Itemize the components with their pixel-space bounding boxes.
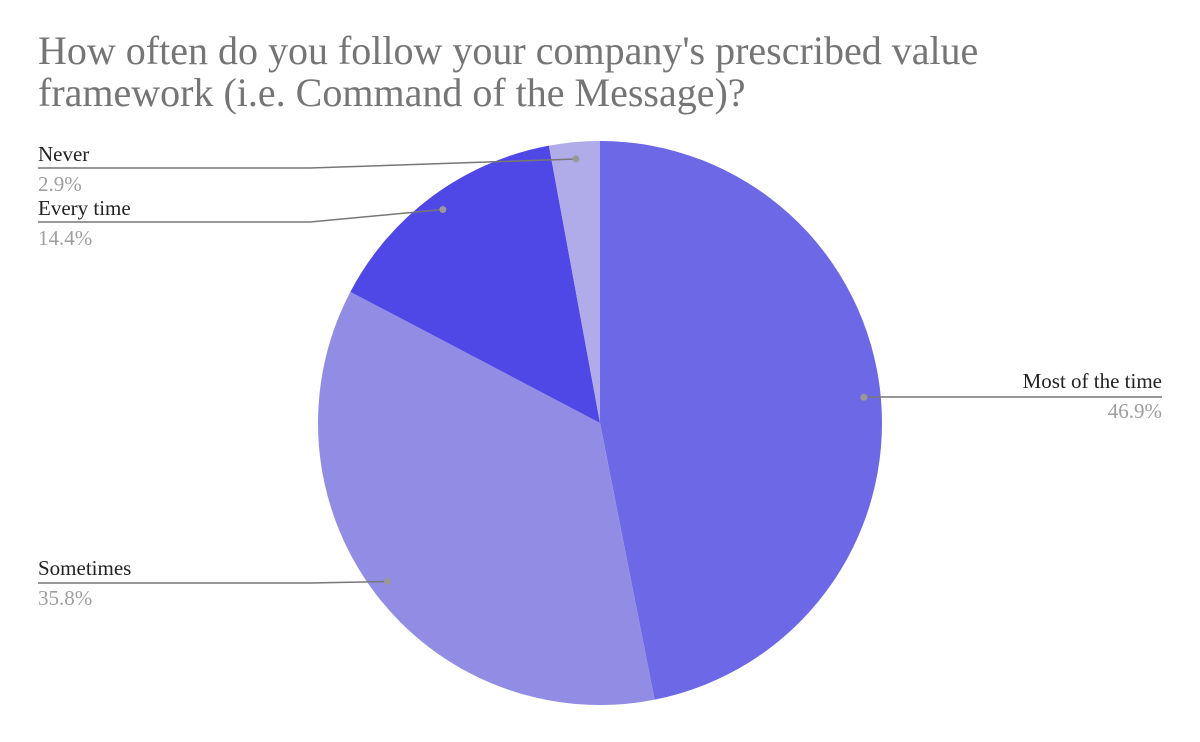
slice-value-label: 14.4%: [38, 226, 92, 250]
leader-line: [38, 158, 576, 169]
slice-value-label: 46.9%: [1108, 399, 1162, 423]
pie-slice: [350, 145, 600, 423]
slice-label: Never: [38, 142, 89, 166]
pie-slice: [600, 141, 883, 700]
leader-line: [38, 208, 443, 223]
slice-label: Every time: [38, 196, 131, 220]
leader-line: [38, 580, 388, 584]
leader-dot: [572, 155, 580, 163]
chart-title: How often do you follow your company's p…: [38, 28, 979, 115]
slice-value-label: 35.8%: [38, 586, 92, 610]
slice-label: Sometimes: [38, 556, 131, 580]
slice-label: Most of the time: [1023, 369, 1162, 393]
slice-value-label: 2.9%: [38, 172, 82, 196]
leader-dot: [384, 577, 392, 585]
leader-dot: [439, 206, 447, 214]
pie-slice: [548, 141, 600, 423]
leader-dot: [860, 393, 868, 401]
pie-slice: [317, 291, 655, 705]
